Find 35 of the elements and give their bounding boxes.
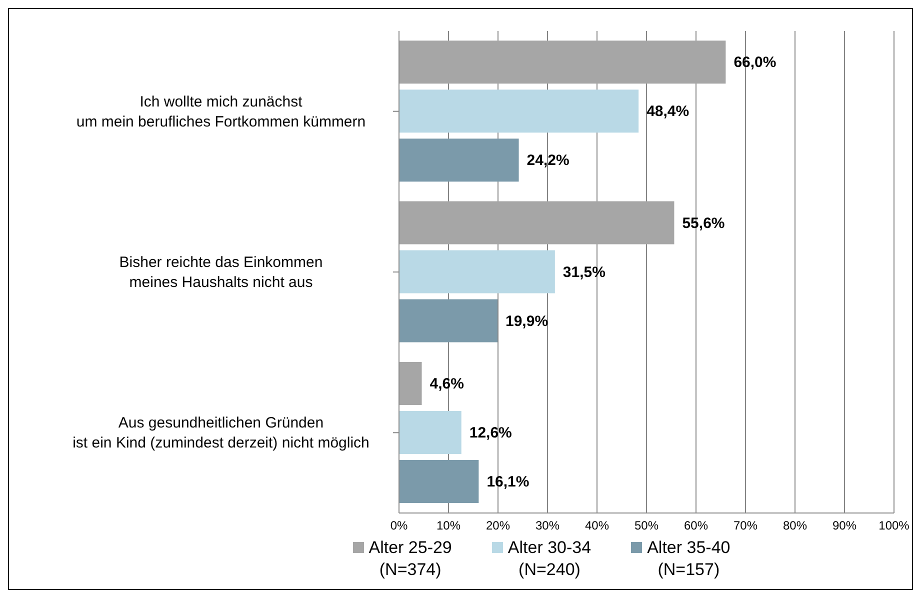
x-tick-label: 40% (584, 518, 610, 533)
legend-label: Alter 25-29 (N=374) (368, 537, 452, 581)
data-label: 4,6% (430, 375, 464, 392)
y-tick-label: Aus gesundheitlichen Gründen ist ein Kind (zumindest derzeit) nicht möglich (72, 414, 370, 452)
data-label: 24,2% (526, 152, 570, 170)
data-label: 55,6% (682, 214, 725, 232)
x-tick-label: 50% (634, 518, 659, 533)
data-label: 12,6% (469, 424, 512, 442)
bar (399, 250, 555, 294)
bar (399, 362, 422, 405)
data-label: 19,9% (506, 312, 548, 330)
y-tick-label: Ich wollte mich zunächst um mein berufliches Fortkommen kümmern (76, 93, 366, 130)
x-tick-label: 0% (390, 518, 408, 533)
legend-label: Alter 30-34 (N=240) (508, 537, 592, 581)
bar (399, 299, 498, 342)
bar (399, 138, 519, 182)
data-label: 66,0% (734, 54, 776, 72)
x-tick-label: 100% (878, 518, 910, 533)
x-tick-label: 10% (436, 518, 461, 533)
legend-label: Alter 35-40 (N=157) (647, 537, 730, 581)
bar (399, 460, 479, 503)
data-label: 16,1% (486, 473, 530, 490)
x-tick-label: 90% (832, 518, 857, 533)
bar (399, 90, 639, 133)
y-tick-label: Bisher reichte das Einkommen meines Haushalts nicht aus (119, 254, 323, 291)
bar (399, 40, 726, 84)
bar (399, 410, 462, 454)
x-tick-label: 60% (684, 518, 708, 533)
data-label: 31,5% (562, 264, 606, 281)
x-tick-label: 20% (486, 518, 510, 533)
bar (399, 201, 674, 244)
data-label: 48,4% (646, 103, 690, 120)
x-tick-label: 70% (733, 518, 758, 533)
x-tick-label: 80% (782, 518, 808, 533)
x-tick-label: 30% (535, 518, 560, 533)
